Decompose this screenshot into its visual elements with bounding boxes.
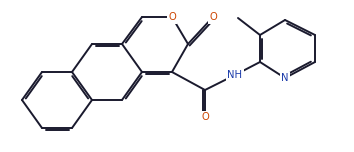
Text: O: O [201,112,209,122]
Text: NH: NH [228,70,242,80]
Text: N: N [281,73,289,83]
Text: O: O [209,12,217,22]
Text: O: O [168,12,176,22]
